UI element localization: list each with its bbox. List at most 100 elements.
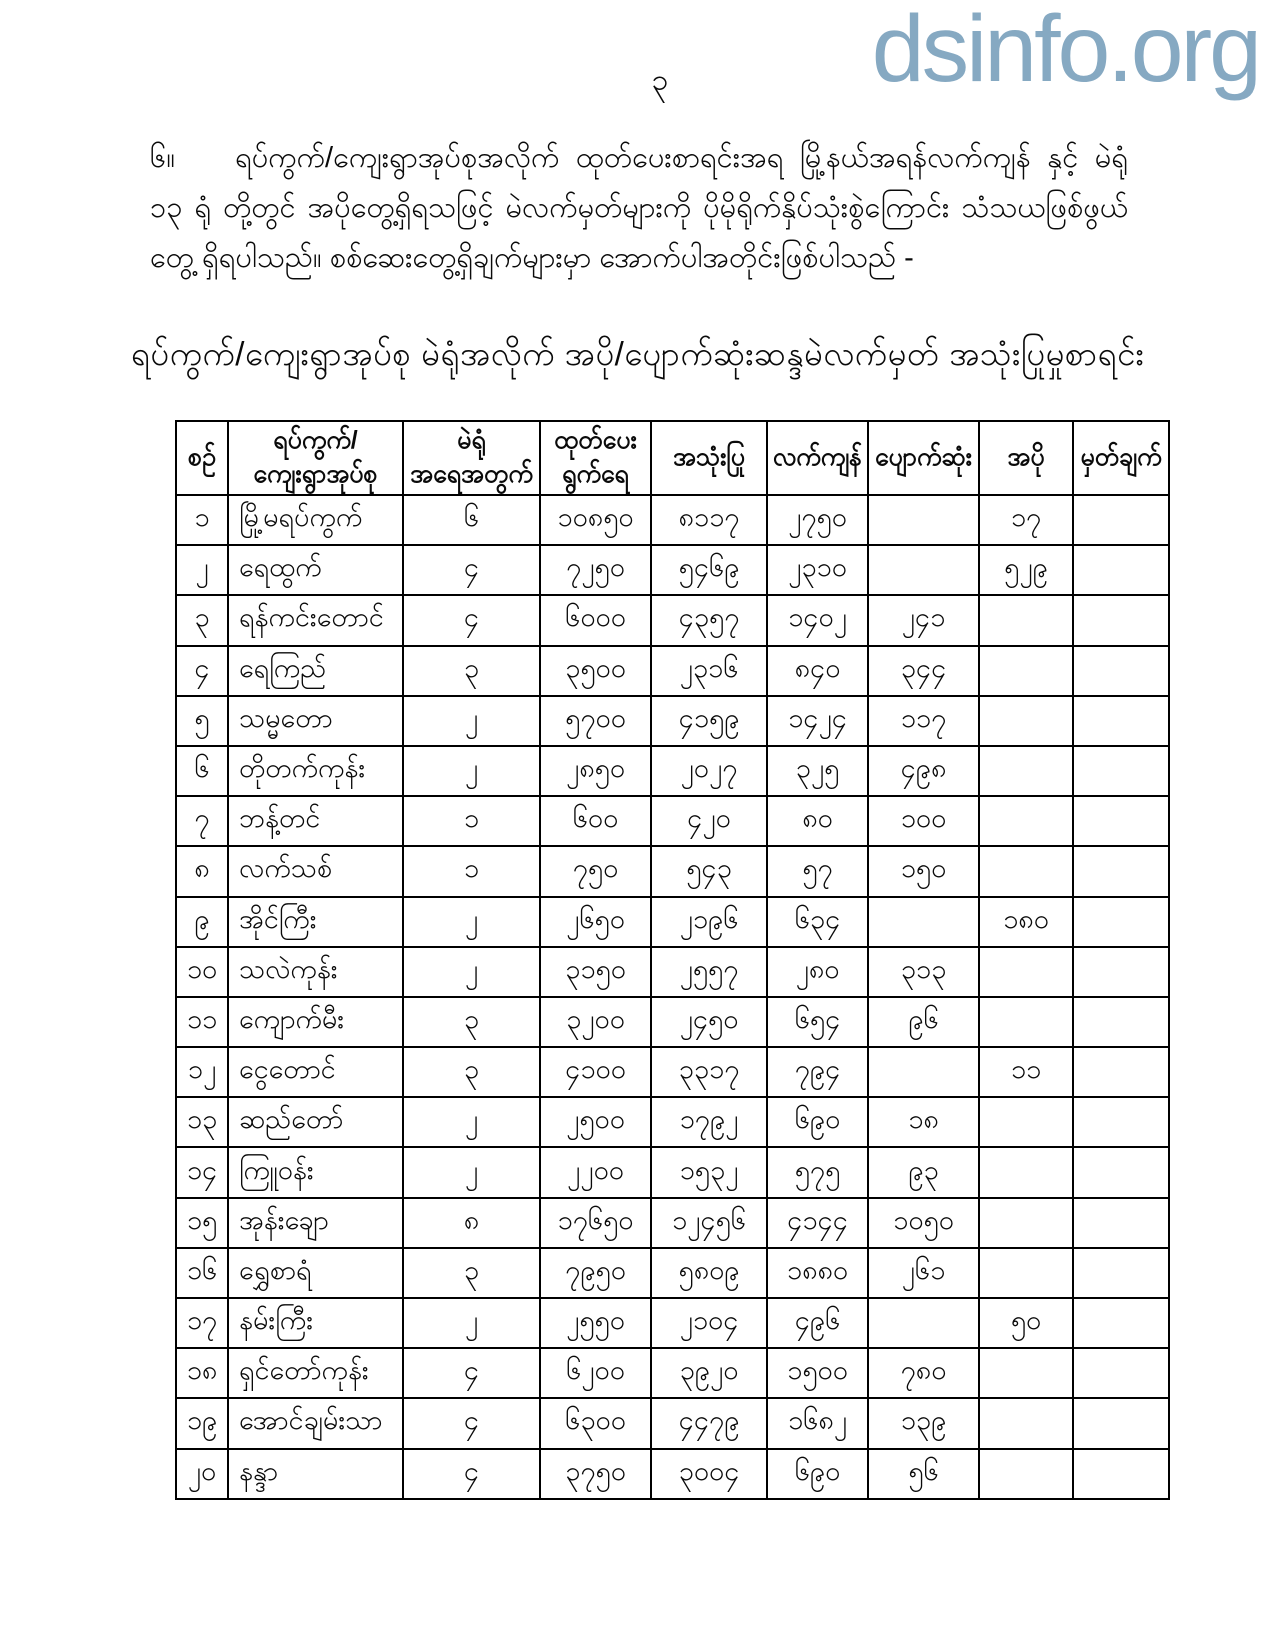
- cell-serial: ၇: [175, 795, 229, 848]
- cell-remaining: ၃၂၅: [766, 744, 869, 798]
- cell-lost: ၃၁၃: [867, 945, 980, 998]
- cell-remaining: ၆၅၄: [766, 995, 869, 1049]
- cell-used: ၅၄၆၉: [650, 544, 768, 597]
- cell-remark: [1072, 594, 1170, 647]
- cell-lost: [867, 493, 980, 547]
- cell-lost: ၂၆၁: [867, 1246, 980, 1300]
- table-header: စဉ် ရပ်ကွက်/ ကျေးရွာအုပ်စု မဲရုံ အရေအတွက…: [175, 420, 1170, 496]
- cell-remark: [1072, 644, 1170, 697]
- column-header-remaining: လက်ကျန်: [766, 420, 869, 496]
- ballot-usage-table: စဉ် ရပ်ကွက်/ ကျေးရွာအုပ်စု မဲရုံ အရေအတွက…: [175, 420, 1170, 1500]
- cell-serial: ၁၆: [175, 1246, 229, 1300]
- cell-remaining: ၈၄၀: [766, 644, 869, 697]
- cell-issued-sheets: ၆၀၀၀: [539, 594, 652, 647]
- cell-lost: ၁၅၀: [867, 845, 980, 898]
- table-row: ၅ သမ္မတော ၂ ၅၇၀၀ ၄၁၅၉ ၁၄၂၄ ၁၁၇: [175, 694, 1170, 747]
- cell-extra: ၅၀: [978, 1296, 1074, 1350]
- cell-extra: [978, 594, 1074, 647]
- cell-issued-sheets: ၂၅၀၀: [539, 1096, 652, 1149]
- cell-ward-village: ရန်ကင်းတောင်: [227, 594, 404, 647]
- cell-used: ၄၃၅၇: [650, 594, 768, 647]
- table-row: ၇ ဘန့်တင် ၁ ၆၀၀ ၄၂၀ ၈၀ ၁၀၀: [175, 795, 1170, 848]
- cell-polling-stations: ၂: [402, 744, 541, 798]
- cell-lost: [867, 1046, 980, 1099]
- cell-ward-village: ဘန့်တင်: [227, 795, 404, 848]
- cell-issued-sheets: ၁၀၈၅၀: [539, 493, 652, 547]
- cell-remark: [1072, 744, 1170, 798]
- cell-used: ၂၁၀၄: [650, 1296, 768, 1350]
- cell-issued-sheets: ၄၁၀၀: [539, 1046, 652, 1099]
- table-row: ၂ ရေထွက် ၄ ၇၂၅၀ ၅၄၆၉ ၂၃၁၀ ၅၂၉: [175, 544, 1170, 597]
- cell-used: ၂၅၅၇: [650, 945, 768, 998]
- cell-lost: ၄၉၈: [867, 744, 980, 798]
- cell-remaining: ၅၇: [766, 845, 869, 898]
- table-row: ၁၉ အောင်ချမ်းသာ ၄ ၆၃၀၀ ၄၄၇၉ ၁၆၈၂ ၁၃၉: [175, 1397, 1170, 1450]
- cell-ward-village: အုန်းချော: [227, 1196, 404, 1249]
- cell-remark: [1072, 795, 1170, 848]
- cell-remark: [1072, 1397, 1170, 1450]
- cell-remaining: ၆၃၄: [766, 895, 869, 948]
- cell-used: ၂၀၂၇: [650, 744, 768, 798]
- cell-issued-sheets: ၆၂၀၀: [539, 1347, 652, 1400]
- cell-extra: [978, 1196, 1074, 1249]
- table-row: ၉ အိုင်ကြီး ၂ ၂၆၅၀ ၂၁၉၆ ၆၃၄ ၁၈၀: [175, 895, 1170, 948]
- cell-serial: ၁၅: [175, 1196, 229, 1249]
- cell-extra: ၁၈၀: [978, 895, 1074, 948]
- cell-extra: [978, 1347, 1074, 1400]
- header-row: စဉ် ရပ်ကွက်/ ကျေးရွာအုပ်စု မဲရုံ အရေအတွက…: [175, 420, 1170, 496]
- table-row: ၃ ရန်ကင်းတောင် ၄ ၆၀၀၀ ၄၃၅၇ ၁၄၀၂ ၂၄၁: [175, 594, 1170, 647]
- cell-ward-village: ရွှေစာရံ: [227, 1246, 404, 1300]
- cell-used: ၅၄၃: [650, 845, 768, 898]
- cell-lost: ၅၆: [867, 1447, 980, 1500]
- cell-remaining: ၆၉၀: [766, 1447, 869, 1500]
- cell-remaining: ၄၁၄၄: [766, 1196, 869, 1249]
- cell-serial: ၁၇: [175, 1296, 229, 1350]
- table-row: ၈ လက်သစ် ၁ ၇၅၀ ၅၄၃ ၅၇ ၁၅၀: [175, 845, 1170, 898]
- cell-extra: [978, 845, 1074, 898]
- cell-remaining: ၁၄၀၂: [766, 594, 869, 647]
- cell-polling-stations: ၃: [402, 1046, 541, 1099]
- site-watermark: dsinfo.org: [871, 0, 1262, 102]
- column-header-polling-stations: မဲရုံ အရေအတွက်: [402, 420, 541, 496]
- cell-used: ၁၇၉၂: [650, 1096, 768, 1149]
- cell-remark: [1072, 694, 1170, 747]
- cell-remark: [1072, 544, 1170, 597]
- cell-extra: [978, 644, 1074, 697]
- cell-lost: [867, 1296, 980, 1350]
- cell-extra: ၁၇: [978, 493, 1074, 547]
- cell-serial: ၂၀: [175, 1447, 229, 1500]
- cell-ward-village: နန္ဒာ: [227, 1447, 404, 1500]
- cell-polling-stations: ၄: [402, 1447, 541, 1500]
- column-header-remark: မှတ်ချက်: [1072, 420, 1170, 496]
- cell-polling-stations: ၃: [402, 644, 541, 697]
- cell-remark: [1072, 1096, 1170, 1149]
- cell-lost: [867, 895, 980, 948]
- cell-serial: ၆: [175, 744, 229, 798]
- column-header-extra: အပို: [978, 420, 1074, 496]
- cell-used: ၄၄၇၉: [650, 1397, 768, 1450]
- cell-remark: [1072, 995, 1170, 1049]
- cell-ward-village: ကျောက်မီး: [227, 995, 404, 1049]
- cell-polling-stations: ၆: [402, 493, 541, 547]
- cell-remark: [1072, 493, 1170, 547]
- cell-used: ၂၁၉၆: [650, 895, 768, 948]
- table-row: ၁၃ ဆည်တော် ၂ ၂၅၀၀ ၁၇၉၂ ၆၉၀ ၁၈: [175, 1096, 1170, 1149]
- cell-issued-sheets: ၂၈၅၀: [539, 744, 652, 798]
- cell-polling-stations: ၄: [402, 1397, 541, 1450]
- cell-polling-stations: ၄: [402, 1347, 541, 1400]
- table-row: ၁၀ သလဲကုန်း ၂ ၃၁၅၀ ၂၅၅၇ ၂၈၀ ၃၁၃: [175, 945, 1170, 998]
- cell-lost: ၁၁၇: [867, 694, 980, 747]
- paragraph-text: ရပ်ကွက်/ကျေးရွာအုပ်စုအလိုက် ထုတ်ပေးစာရင်…: [150, 142, 1128, 274]
- cell-lost: ၁၃၉: [867, 1397, 980, 1450]
- cell-ward-village: သမ္မတော: [227, 694, 404, 747]
- cell-ward-village: လက်သစ်: [227, 845, 404, 898]
- column-header-ward-village: ရပ်ကွက်/ ကျေးရွာအုပ်စု: [227, 420, 404, 496]
- cell-ward-village: နမ်းကြီး: [227, 1296, 404, 1350]
- cell-remark: [1072, 1196, 1170, 1249]
- cell-ward-village: အောင်ချမ်းသာ: [227, 1397, 404, 1450]
- cell-extra: [978, 1447, 1074, 1500]
- cell-extra: [978, 694, 1074, 747]
- cell-lost: ၂၄၁: [867, 594, 980, 647]
- cell-serial: ၁: [175, 493, 229, 547]
- cell-used: ၄၂၀: [650, 795, 768, 848]
